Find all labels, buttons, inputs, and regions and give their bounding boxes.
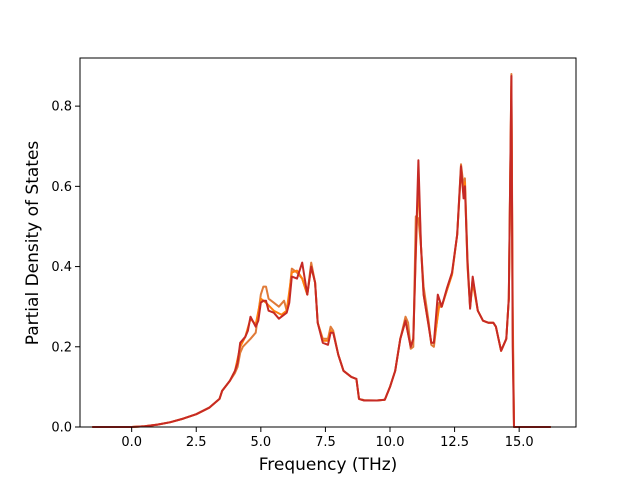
x-tick-label: 2.5 bbox=[186, 435, 207, 450]
axes-frame bbox=[79, 57, 577, 428]
y-tick-label: 0.0 bbox=[51, 421, 72, 436]
x-tick-label: 15.0 bbox=[505, 435, 534, 450]
series-layer bbox=[91, 73, 552, 428]
plot-area bbox=[79, 57, 577, 428]
y-tick-label: 0.2 bbox=[51, 340, 72, 355]
x-tick-label: 0.0 bbox=[121, 435, 142, 450]
y-axis: 0.0 0.2 0.4 0.6 0.8 bbox=[51, 100, 80, 436]
series-line-2 bbox=[91, 85, 552, 428]
y-tick-label: 0.4 bbox=[51, 260, 72, 275]
x-axis: 0.0 2.5 5.0 7.5 10.0 12.5 15.0 bbox=[121, 427, 534, 450]
x-tick-label: 10.0 bbox=[376, 435, 405, 450]
y-tick-label: 0.8 bbox=[51, 100, 72, 115]
x-tick-label: 5.0 bbox=[250, 435, 271, 450]
series-line-1 bbox=[91, 73, 552, 428]
series-line-3 bbox=[91, 75, 552, 428]
y-tick-label: 0.6 bbox=[51, 180, 72, 195]
x-tick-label: 12.5 bbox=[440, 435, 469, 450]
x-axis-label: Frequency (THz) bbox=[259, 455, 398, 475]
x-tick-label: 7.5 bbox=[315, 435, 336, 450]
y-axis-label: Partial Density of States bbox=[23, 141, 43, 346]
